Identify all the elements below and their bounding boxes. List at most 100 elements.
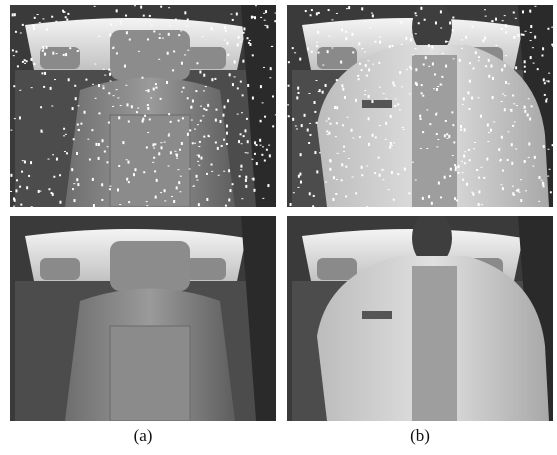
noise <box>524 160 526 163</box>
noise <box>501 101 503 102</box>
noise <box>234 28 236 29</box>
noise <box>109 186 111 187</box>
noise <box>424 19 426 21</box>
photo <box>10 5 277 207</box>
noise <box>54 79 56 80</box>
noise <box>341 84 343 87</box>
noise <box>65 134 67 135</box>
noise <box>164 200 166 201</box>
noise <box>361 69 363 71</box>
noise <box>147 107 149 110</box>
noise <box>419 115 421 118</box>
noise <box>199 141 201 143</box>
noise <box>65 53 67 56</box>
noise <box>311 9 313 11</box>
noise <box>388 189 390 190</box>
noise <box>189 168 191 169</box>
noise <box>26 186 28 189</box>
noise <box>217 147 219 150</box>
noise <box>168 135 170 137</box>
noise <box>543 185 545 187</box>
noise <box>455 166 457 169</box>
noise <box>95 143 97 146</box>
noise <box>510 109 512 110</box>
noise <box>10 174 12 177</box>
noise <box>399 71 401 74</box>
noise <box>486 158 488 161</box>
noise <box>309 123 311 124</box>
noise <box>133 173 135 176</box>
noise <box>256 144 258 146</box>
noise <box>203 74 205 77</box>
noise <box>436 133 438 135</box>
noise <box>534 6 536 7</box>
noise <box>42 50 44 52</box>
noise <box>98 157 100 160</box>
noise <box>364 90 366 91</box>
noise <box>22 160 24 161</box>
noise <box>534 36 536 39</box>
noise <box>471 192 473 193</box>
noise <box>415 12 417 14</box>
noise <box>461 48 463 49</box>
noise <box>187 133 189 136</box>
noise <box>331 19 333 20</box>
noise <box>438 182 440 185</box>
noise <box>77 183 79 186</box>
noise <box>234 76 236 77</box>
noise <box>453 58 455 59</box>
noise <box>361 174 363 176</box>
noise <box>252 97 254 100</box>
noise <box>296 96 298 99</box>
noise <box>515 18 517 19</box>
noise <box>222 114 224 117</box>
noise <box>153 88 155 91</box>
photo <box>287 0 554 208</box>
noise <box>369 28 371 29</box>
noise <box>319 152 321 153</box>
noise <box>159 37 161 39</box>
noise <box>152 143 154 146</box>
noise <box>462 179 464 181</box>
noise <box>245 185 247 188</box>
noise <box>508 83 510 84</box>
noise <box>551 27 553 28</box>
noise <box>406 69 408 70</box>
noise <box>389 146 391 149</box>
noise <box>13 206 15 207</box>
noise <box>366 75 368 77</box>
noise <box>374 41 376 43</box>
noise <box>44 53 46 56</box>
noise <box>31 206 33 207</box>
noise <box>515 66 517 69</box>
noise <box>10 191 12 192</box>
noise <box>65 16 67 18</box>
noise <box>532 47 534 48</box>
noise <box>512 186 514 187</box>
noise <box>478 97 480 98</box>
noise <box>334 106 336 109</box>
noise <box>325 84 327 87</box>
noise <box>426 109 428 110</box>
noise <box>160 192 162 193</box>
noise <box>158 59 160 60</box>
noise <box>103 69 105 70</box>
noise <box>176 186 178 189</box>
noise <box>502 187 504 190</box>
caption: (a) <box>134 426 153 445</box>
noise <box>232 183 234 185</box>
noise <box>247 84 249 87</box>
noise <box>16 179 18 181</box>
noise <box>33 63 35 65</box>
noise <box>77 105 79 106</box>
noise <box>393 199 395 201</box>
noise <box>98 84 100 87</box>
noise <box>355 99 357 102</box>
noise <box>385 139 387 140</box>
noise <box>194 129 196 130</box>
noise <box>128 161 130 164</box>
noise <box>483 177 485 179</box>
noise <box>237 43 239 46</box>
noise <box>312 205 314 208</box>
noise <box>263 13 265 14</box>
